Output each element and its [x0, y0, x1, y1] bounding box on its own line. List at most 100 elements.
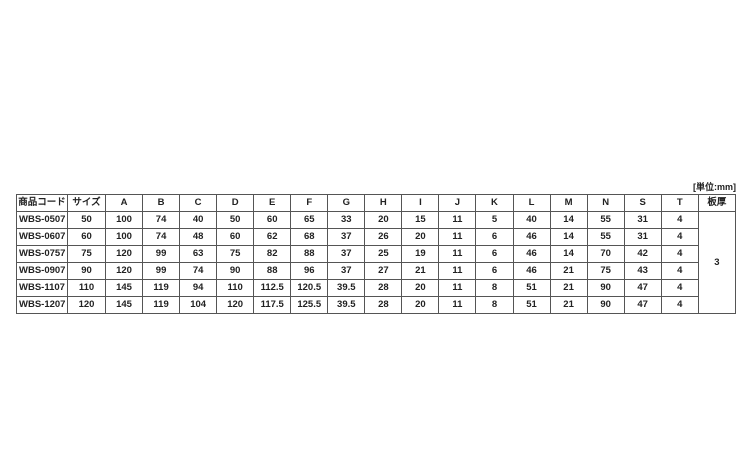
column-header: I: [401, 194, 440, 212]
table-cell: 20: [401, 228, 440, 246]
table-cell: 8: [475, 279, 514, 297]
product-code-cell: WBS-0607: [16, 228, 68, 246]
column-header: K: [475, 194, 514, 212]
table-cell: 26: [364, 228, 403, 246]
table-cell: 46: [512, 262, 551, 280]
table-cell: 50: [216, 211, 255, 229]
column-header: J: [438, 194, 477, 212]
product-code-cell: WBS-1207: [16, 296, 68, 314]
table-cell: 110: [67, 279, 106, 297]
table-cell: 28: [364, 279, 403, 297]
table-cell: 11: [438, 262, 477, 280]
table-row: WBS-1207 120 145 119 104 120 117.5 125.5 39.5 28 2…: [16, 296, 736, 314]
table-cell: 37: [327, 245, 366, 263]
table-cell: 99: [142, 245, 181, 263]
table-cell: 6: [475, 262, 514, 280]
table-cell: 119: [142, 296, 181, 314]
table-cell: 120: [104, 245, 144, 263]
table-cell: 47: [623, 279, 662, 297]
table-cell: 8: [475, 296, 514, 314]
table-cell: 19: [401, 245, 440, 263]
column-header: G: [327, 194, 366, 212]
table-cell: 5: [475, 211, 514, 229]
table-row: WBS-0907 90 120 99 74 90 88 96 37 27 21 11 6 46 21 75 43…: [16, 262, 736, 280]
table-cell: 90: [586, 296, 625, 314]
table-cell: 11: [438, 211, 477, 229]
table-cell: 37: [327, 228, 366, 246]
table-cell: 62: [253, 228, 292, 246]
table-cell: 60: [216, 228, 255, 246]
table-cell: 60: [253, 211, 292, 229]
table-cell: 100: [104, 228, 144, 246]
table-cell: 21: [549, 296, 588, 314]
table-cell: 65: [290, 211, 329, 229]
table-cell: 88: [290, 245, 329, 263]
table-cell: 82: [253, 245, 292, 263]
table-cell: 88: [253, 262, 292, 280]
table-cell: 90: [586, 279, 625, 297]
table-cell: 68: [290, 228, 329, 246]
table-cell: 60: [67, 228, 106, 246]
table-cell: 74: [142, 228, 181, 246]
column-header: A: [104, 194, 144, 212]
table-cell: 75: [216, 245, 255, 263]
table-cell: 37: [327, 262, 366, 280]
table-cell: 99: [142, 262, 181, 280]
table-cell: 14: [549, 228, 588, 246]
table-cell: 40: [179, 211, 218, 229]
table-row: WBS-0507 50 100 74 40 50 60 65 33 20 15 11 5 40 14 55 31…: [16, 211, 737, 314]
table-cell: 70: [586, 245, 625, 263]
column-header: 商品コード: [16, 194, 68, 212]
column-header: サイズ: [67, 194, 106, 212]
table-cell: 46: [512, 228, 551, 246]
column-header: S: [623, 194, 662, 212]
table-cell: 11: [438, 228, 477, 246]
table-cell: 43: [623, 262, 662, 280]
column-header: H: [364, 194, 403, 212]
column-header: N: [586, 194, 625, 212]
product-code-cell: WBS-1107: [16, 279, 68, 297]
table-cell: 75: [67, 245, 106, 263]
table-cell: 20: [401, 279, 440, 297]
table-cell: 42: [623, 245, 662, 263]
table-cell: 20: [401, 296, 440, 314]
table-cell: 14: [549, 211, 588, 229]
table-cell: 120: [67, 296, 106, 314]
table-cell: 90: [216, 262, 255, 280]
table-cell: 51: [512, 279, 551, 297]
table-cell: 50: [67, 211, 106, 229]
table-row: WBS-0607 60 100 74 48 60 62 68 37 26 20 11 6 46 14 55 31…: [16, 228, 736, 246]
table-cell: 74: [179, 262, 218, 280]
table-cell: 74: [142, 211, 181, 229]
plate-thickness-cell: 3: [697, 211, 737, 314]
table-cell: 112.5: [253, 279, 292, 297]
table-cell: 31: [623, 228, 662, 246]
column-header: 板厚: [697, 194, 737, 212]
column-header: L: [512, 194, 551, 212]
table-cell: 20: [364, 211, 403, 229]
table-cell: 63: [179, 245, 218, 263]
table-cell: 94: [179, 279, 218, 297]
table-cell: 104: [179, 296, 218, 314]
table-cell: 4: [660, 279, 699, 297]
table-cell: 33: [327, 211, 366, 229]
column-header: B: [142, 194, 181, 212]
table-cell: 46: [512, 245, 551, 263]
table-cell: 15: [401, 211, 440, 229]
table-cell: 4: [660, 262, 699, 280]
table-cell: 117.5: [253, 296, 292, 314]
column-header: D: [216, 194, 255, 212]
column-header: F: [290, 194, 329, 212]
product-code-cell: WBS-0757: [16, 245, 68, 263]
table-cell: 11: [438, 245, 477, 263]
table-cell: 27: [364, 262, 403, 280]
table-row: WBS-1107 110 145 119 94 110 112.5 120.5 39.5 28 20…: [16, 279, 736, 297]
table-cell: 21: [401, 262, 440, 280]
column-header: M: [549, 194, 588, 212]
product-code-cell: WBS-0907: [16, 262, 68, 280]
spec-table: 商品コード サイズ A B C D E F G H I J K L M N S T 板厚 WBS-0507 50 100…: [16, 194, 737, 314]
table-cell: 47: [623, 296, 662, 314]
table-cell: 14: [549, 245, 588, 263]
table-cell: 4: [660, 296, 699, 314]
header-row: 商品コード サイズ A B C D E F G H I J K L M N S T 板厚: [16, 194, 737, 212]
